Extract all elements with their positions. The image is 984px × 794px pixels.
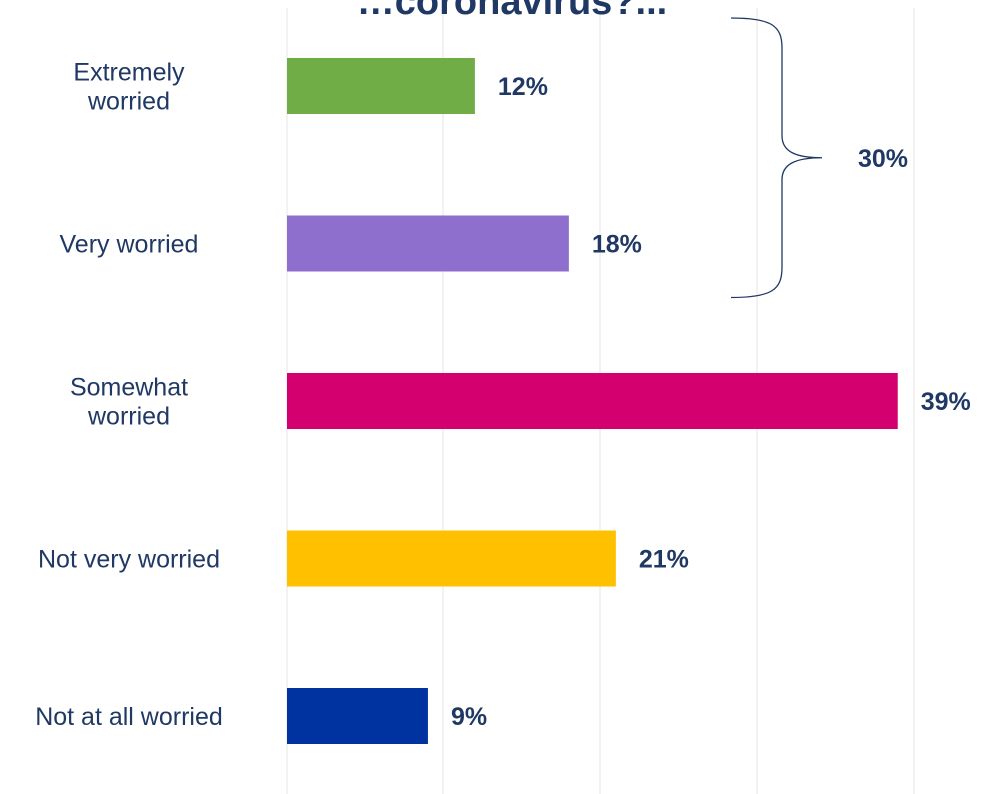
annotation-label: 30% bbox=[858, 145, 908, 173]
bar bbox=[287, 688, 428, 744]
category-label: Extremely worried bbox=[73, 59, 185, 116]
data-label: 18% bbox=[592, 231, 642, 259]
bar bbox=[287, 215, 569, 272]
bar bbox=[287, 58, 475, 114]
category-label: Not at all worried bbox=[35, 703, 223, 731]
data-label: 21% bbox=[639, 546, 689, 574]
total-annotation: 30% bbox=[730, 17, 908, 299]
category-label: Not very worried bbox=[38, 546, 220, 574]
data-label: 9% bbox=[451, 703, 487, 731]
category-label: Somewhat worried bbox=[70, 374, 188, 431]
data-label: 12% bbox=[498, 73, 548, 101]
category-label: Very worried bbox=[60, 231, 199, 259]
chart-title: …coronavirus?... bbox=[357, 0, 667, 23]
bars bbox=[287, 58, 898, 744]
brace-bracket bbox=[730, 17, 823, 299]
bar bbox=[287, 373, 898, 429]
bar bbox=[287, 530, 616, 587]
value-labels: 12% 18% 39% 21% 9% bbox=[451, 73, 971, 731]
category-labels: Extremely worried Very worried Somewhat worr… bbox=[35, 59, 223, 732]
data-label: 39% bbox=[921, 388, 971, 416]
